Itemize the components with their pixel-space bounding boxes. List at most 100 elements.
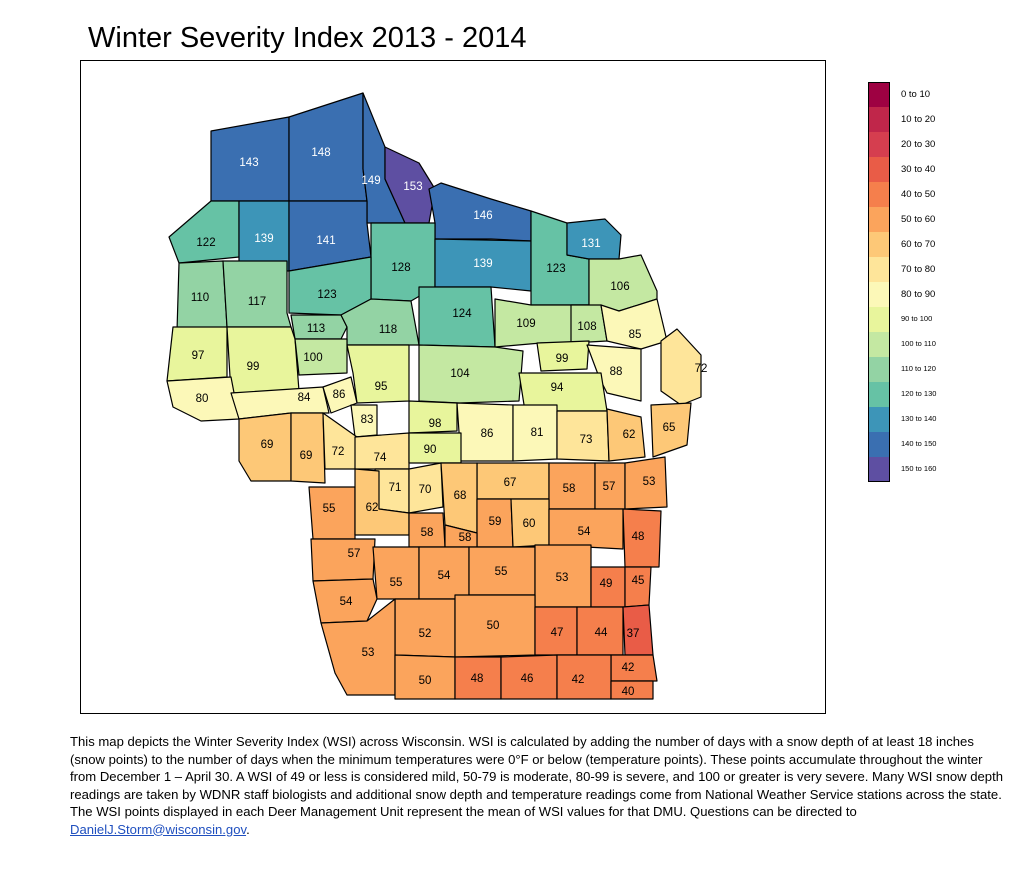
dmu-label: 69 xyxy=(261,439,274,451)
dmu-label: 90 xyxy=(424,444,437,456)
dmu-label: 74 xyxy=(374,452,387,464)
legend-swatch xyxy=(868,357,890,382)
legend-swatch xyxy=(868,332,890,357)
dmu-label: 117 xyxy=(248,296,266,308)
dmu-label: 52 xyxy=(419,628,432,640)
legend-label: 140 to 150 xyxy=(901,439,937,448)
dmu-label: 73 xyxy=(580,434,593,446)
dmu-label: 131 xyxy=(581,238,600,250)
legend-swatch xyxy=(868,107,890,132)
dmu-label: 54 xyxy=(340,596,353,608)
legend-label: 90 to 100 xyxy=(901,314,933,323)
wisconsin-dmu-map: 143 148 149 153 146 122 139 141 128 139 123 131 110 1… xyxy=(166,92,708,700)
legend-item: 110 to 120 xyxy=(868,357,978,382)
dmu-label: 86 xyxy=(481,428,494,440)
legend-label: 20 to 30 xyxy=(901,139,936,150)
legend-item: 150 to 160 xyxy=(868,457,978,482)
dmu-label: 72 xyxy=(695,363,708,375)
description-end: . xyxy=(246,821,250,837)
legend-swatch xyxy=(868,232,890,257)
dmu-label: 65 xyxy=(663,422,676,434)
dmu-region xyxy=(294,338,348,376)
dmu-label: 54 xyxy=(438,570,451,582)
legend-swatch xyxy=(868,157,890,182)
legend-item: 40 to 50 xyxy=(868,182,978,207)
dmu-label: 55 xyxy=(495,566,508,578)
dmu-label: 53 xyxy=(362,647,375,659)
dmu-label: 100 xyxy=(303,352,322,364)
dmu-region xyxy=(548,508,624,550)
legend-item: 120 to 130 xyxy=(868,382,978,407)
legend-label: 30 to 40 xyxy=(901,164,936,175)
legend-item: 30 to 40 xyxy=(868,157,978,182)
legend-item: 140 to 150 xyxy=(868,432,978,457)
dmu-label: 109 xyxy=(516,318,535,330)
legend-label: 10 to 20 xyxy=(901,114,936,125)
dmu-region xyxy=(290,314,348,340)
dmu-region xyxy=(434,238,532,292)
dmu-label: 153 xyxy=(403,181,422,193)
dmu-region xyxy=(610,680,654,700)
legend-item: 50 to 60 xyxy=(868,207,978,232)
dmu-label: 141 xyxy=(316,235,335,247)
legend-label: 130 to 140 xyxy=(901,414,937,423)
dmu-label: 94 xyxy=(551,382,564,394)
legend-swatch xyxy=(868,182,890,207)
dmu-label: 45 xyxy=(632,575,645,587)
dmu-region xyxy=(408,400,458,434)
dmu-label: 123 xyxy=(546,263,565,275)
legend-label: 100 to 110 xyxy=(901,339,936,348)
dmu-region xyxy=(624,456,668,510)
dmu-label: 60 xyxy=(523,518,536,530)
contact-email-link[interactable]: DanielJ.Storm@wisconsin.gov xyxy=(70,821,247,837)
dmu-label: 59 xyxy=(489,516,502,528)
dmu-label: 71 xyxy=(389,482,402,494)
dmu-label: 86 xyxy=(333,389,346,401)
dmu-region xyxy=(660,328,702,406)
dmu-label: 80 xyxy=(196,393,209,405)
map-description: This map depicts the Winter Severity Ind… xyxy=(70,733,1010,838)
dmu-label: 122 xyxy=(196,237,215,249)
dmu-region xyxy=(222,260,292,328)
legend-swatch xyxy=(868,282,890,307)
legend-item: 130 to 140 xyxy=(868,407,978,432)
dmu-label: 55 xyxy=(323,503,336,515)
dmu-label: 62 xyxy=(366,502,379,514)
legend-swatch xyxy=(868,132,890,157)
dmu-label: 81 xyxy=(531,427,544,439)
dmu-label: 104 xyxy=(450,368,470,380)
dmu-label: 48 xyxy=(471,673,484,685)
dmu-region xyxy=(372,546,420,600)
dmu-label: 123 xyxy=(317,289,336,301)
dmu-region xyxy=(622,508,662,568)
dmu-label: 97 xyxy=(192,350,205,362)
dmu-region xyxy=(322,376,358,414)
legend-label: 110 to 120 xyxy=(901,364,936,373)
dmu-label: 42 xyxy=(622,662,635,674)
dmu-label: 55 xyxy=(390,577,403,589)
legend-label: 80 to 90 xyxy=(901,289,936,300)
dmu-label: 54 xyxy=(578,526,591,538)
dmu-label: 53 xyxy=(556,572,569,584)
legend-swatch xyxy=(868,207,890,232)
dmu-label: 49 xyxy=(600,578,613,590)
legend-swatch xyxy=(868,307,890,332)
dmu-region xyxy=(346,344,410,404)
dmu-region xyxy=(288,200,372,272)
dmu-label: 99 xyxy=(556,353,569,365)
legend-label: 120 to 130 xyxy=(901,389,937,398)
legend-swatch xyxy=(868,432,890,457)
dmu-region xyxy=(166,376,240,422)
dmu-label: 149 xyxy=(361,175,380,187)
legend-item: 80 to 90 xyxy=(868,282,978,307)
dmu-region xyxy=(536,340,590,372)
legend-item: 10 to 20 xyxy=(868,107,978,132)
page-title: Winter Severity Index 2013 - 2014 xyxy=(88,22,527,54)
legend-label: 40 to 50 xyxy=(901,189,936,200)
legend-item: 20 to 30 xyxy=(868,132,978,157)
dmu-region xyxy=(168,200,240,264)
legend-label: 60 to 70 xyxy=(901,239,936,250)
dmu-label: 44 xyxy=(595,627,608,639)
legend-item: 100 to 110 xyxy=(868,332,978,357)
map-frame: 143 148 149 153 146 122 139 141 128 139 123 131 110 1… xyxy=(80,60,826,714)
